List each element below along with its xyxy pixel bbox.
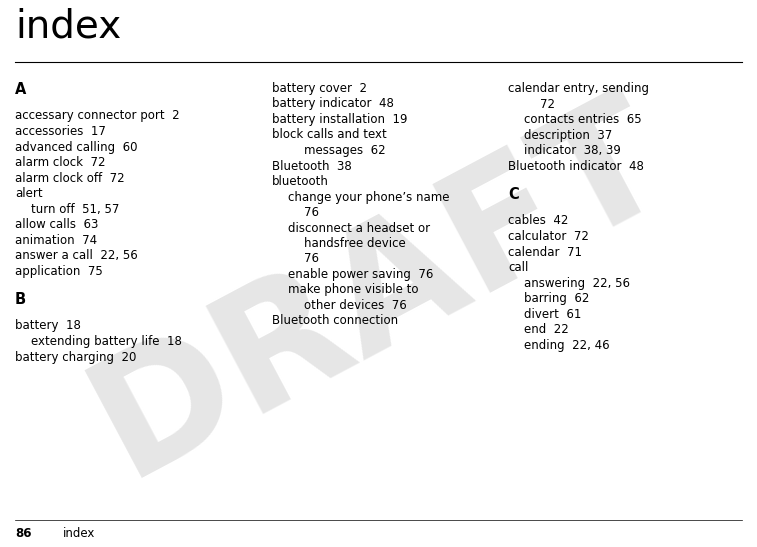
- Text: indicator  38, 39: indicator 38, 39: [524, 144, 621, 157]
- Text: battery cover  2: battery cover 2: [272, 82, 367, 95]
- Text: other devices  76: other devices 76: [304, 299, 407, 312]
- Text: end  22: end 22: [524, 323, 569, 336]
- Text: block calls and text: block calls and text: [272, 129, 387, 142]
- Text: barring  62: barring 62: [524, 292, 590, 305]
- Text: enable power saving  76: enable power saving 76: [288, 268, 433, 281]
- Text: C: C: [508, 187, 519, 202]
- Text: Bluetooth connection: Bluetooth connection: [272, 315, 398, 328]
- Text: battery  18: battery 18: [15, 319, 81, 333]
- Text: advanced calling  60: advanced calling 60: [15, 141, 138, 154]
- Text: allow calls  63: allow calls 63: [15, 218, 98, 231]
- Text: handsfree device: handsfree device: [304, 237, 406, 250]
- Text: extending battery life  18: extending battery life 18: [31, 335, 182, 348]
- Text: answering  22, 56: answering 22, 56: [524, 276, 630, 289]
- Text: disconnect a headset or: disconnect a headset or: [288, 222, 430, 235]
- Text: index: index: [63, 527, 95, 540]
- Text: cables  42: cables 42: [508, 214, 569, 228]
- Text: alarm clock  72: alarm clock 72: [15, 156, 105, 169]
- Text: battery indicator  48: battery indicator 48: [272, 97, 394, 110]
- Text: messages  62: messages 62: [304, 144, 385, 157]
- Text: divert  61: divert 61: [524, 307, 581, 321]
- Text: Bluetooth  38: Bluetooth 38: [272, 160, 352, 172]
- Text: alert: alert: [15, 187, 42, 200]
- Text: ending  22, 46: ending 22, 46: [524, 339, 609, 352]
- Text: calculator  72: calculator 72: [508, 230, 589, 243]
- Text: alarm clock off  72: alarm clock off 72: [15, 172, 125, 184]
- Text: call: call: [508, 261, 528, 274]
- Text: accessary connector port  2: accessary connector port 2: [15, 109, 179, 123]
- Text: battery installation  19: battery installation 19: [272, 113, 407, 126]
- Text: make phone visible to: make phone visible to: [288, 283, 419, 296]
- Text: change your phone’s name: change your phone’s name: [288, 190, 450, 203]
- Text: index: index: [15, 8, 121, 46]
- Text: B: B: [15, 292, 26, 307]
- Text: bluetooth: bluetooth: [272, 175, 329, 188]
- Text: 76: 76: [304, 206, 319, 219]
- Text: Bluetooth indicator  48: Bluetooth indicator 48: [508, 160, 644, 172]
- Text: battery charging  20: battery charging 20: [15, 351, 136, 364]
- Text: accessories  17: accessories 17: [15, 125, 106, 138]
- Text: 76: 76: [304, 253, 319, 265]
- Text: 72: 72: [540, 97, 555, 110]
- Text: DRAFT: DRAFT: [67, 72, 693, 508]
- Text: animation  74: animation 74: [15, 234, 97, 247]
- Text: contacts entries  65: contacts entries 65: [524, 113, 642, 126]
- Text: A: A: [15, 82, 26, 97]
- Text: 86: 86: [15, 527, 32, 540]
- Text: answer a call  22, 56: answer a call 22, 56: [15, 249, 138, 262]
- Text: description  37: description 37: [524, 129, 612, 142]
- Text: calendar entry, sending: calendar entry, sending: [508, 82, 649, 95]
- Text: application  75: application 75: [15, 265, 103, 277]
- Text: calendar  71: calendar 71: [508, 246, 582, 259]
- Text: turn off  51, 57: turn off 51, 57: [31, 202, 120, 216]
